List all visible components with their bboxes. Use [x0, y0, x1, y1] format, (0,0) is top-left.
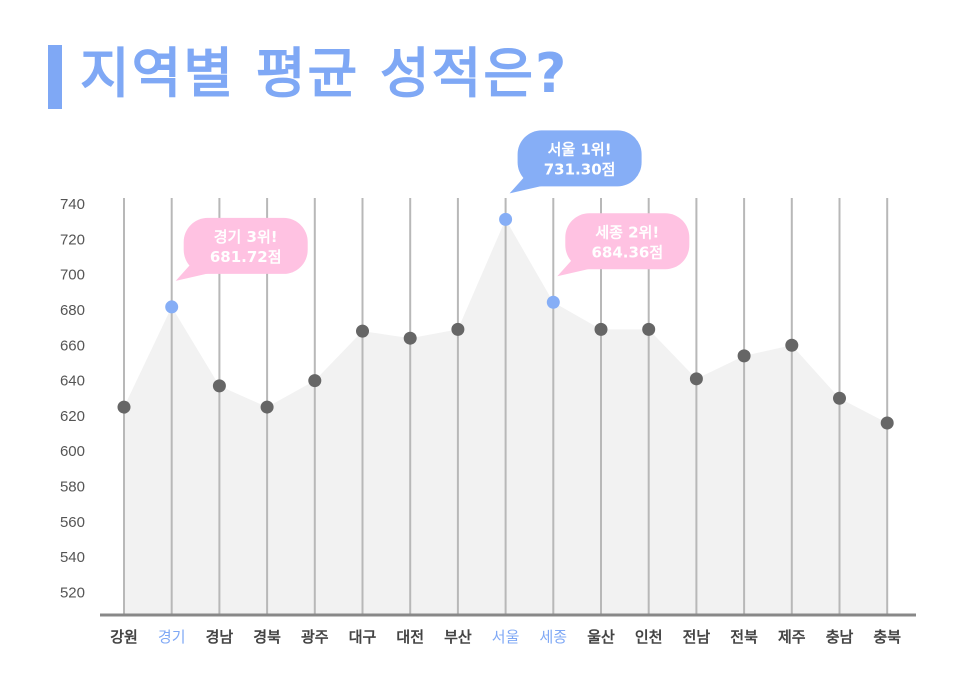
x-tick-label: 세종: [539, 628, 567, 646]
x-tick-label: 경남: [206, 628, 234, 646]
data-point: [785, 338, 799, 352]
data-point: [117, 400, 131, 414]
bubble-tail: [557, 247, 606, 277]
bubble-line-1: 경기 3위!: [214, 228, 278, 246]
x-tick-label: 경북: [253, 628, 281, 646]
bubble-tail: [509, 164, 558, 194]
data-point: [737, 349, 751, 363]
x-tick-label: 강원: [110, 628, 138, 646]
x-tick-label: 광주: [301, 628, 329, 646]
y-tick-label: 580: [60, 479, 85, 496]
y-tick-label: 680: [60, 302, 85, 319]
x-tick-label: 제주: [778, 628, 806, 646]
annotation-bubble: 서울 1위! 731.30점: [509, 130, 642, 194]
y-tick-label: 740: [60, 196, 85, 213]
y-tick-label: 560: [60, 514, 85, 531]
annotation-bubble: 세종 2위! 684.36점: [557, 213, 690, 277]
page-title: 지역별 평균 성적은?: [80, 42, 569, 105]
x-tick-label: 서울: [492, 628, 520, 646]
data-point: [833, 391, 846, 405]
x-tick-label: 충북: [873, 628, 901, 646]
x-tick-label: 부산: [444, 628, 472, 646]
y-tick-label: 700: [60, 267, 85, 284]
data-point: [499, 212, 513, 226]
data-point: [689, 372, 703, 386]
annotation-bubble: 경기 3위! 681.72점: [175, 217, 308, 281]
data-point: [165, 300, 179, 314]
y-tick-label: 660: [60, 337, 85, 354]
x-tick-label: 전북: [730, 628, 758, 646]
data-point: [260, 400, 274, 414]
data-point: [356, 324, 369, 338]
bubble-line-2: 681.72점: [210, 248, 282, 266]
title-accent-bar: [48, 45, 62, 109]
bubble-line-2: 731.30점: [544, 160, 616, 178]
x-tick-label: 울산: [587, 628, 615, 646]
data-point: [212, 379, 226, 393]
x-tick-label: 경기: [158, 628, 186, 646]
y-tick-label: 540: [60, 549, 85, 566]
bubble-line-1: 서울 1위!: [548, 140, 612, 158]
bubble-line-1: 세종 2위!: [595, 223, 659, 241]
data-point: [642, 322, 656, 336]
x-tick-label: 전남: [683, 628, 711, 646]
y-tick-label: 720: [60, 231, 85, 248]
bubble-line-2: 684.36점: [591, 243, 663, 261]
x-tick-label: 인천: [635, 628, 663, 646]
data-point: [308, 374, 322, 388]
y-tick-label: 600: [60, 443, 85, 460]
x-tick-label: 대구: [349, 628, 377, 646]
bubble-body: [565, 213, 690, 270]
x-tick-label: 충남: [826, 628, 854, 646]
data-point: [546, 295, 560, 309]
bubble-tail: [175, 251, 224, 281]
bubble-body: [183, 217, 308, 274]
y-tick-label: 640: [60, 373, 85, 390]
data-point: [451, 322, 465, 336]
data-point: [403, 331, 417, 345]
data-point: [594, 322, 608, 336]
y-tick-label: 620: [60, 408, 85, 425]
bubble-body: [517, 130, 642, 187]
data-point: [880, 416, 894, 430]
x-tick-label: 대전: [396, 628, 424, 646]
y-tick-label: 520: [60, 585, 85, 602]
